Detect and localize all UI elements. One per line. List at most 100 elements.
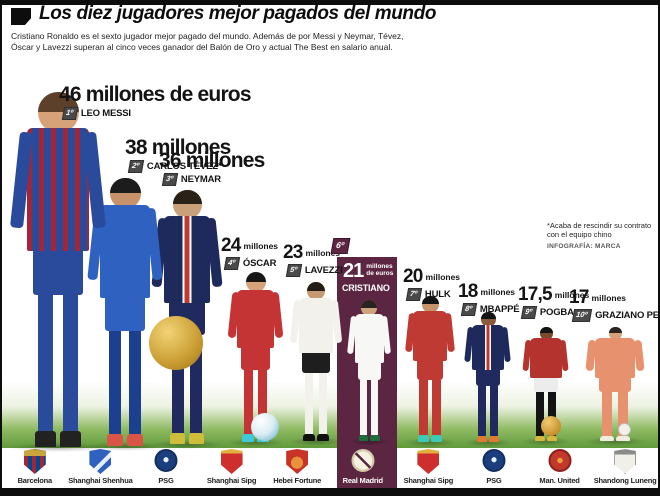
player-figure-lavezzi <box>286 282 346 446</box>
salary-number: 17 <box>569 287 589 308</box>
salary-label-graziano-pelle: 17 millones 10º GRAZIANO PELLÉ <box>569 287 658 322</box>
shadow <box>151 440 223 449</box>
leg-left <box>304 372 314 434</box>
leg-left <box>601 392 613 436</box>
shorts <box>475 370 501 387</box>
hair <box>245 272 266 282</box>
salary-number: 38 <box>125 136 148 159</box>
shadow <box>227 438 284 447</box>
club-cell-real-madrid: Real Madrid <box>330 447 396 488</box>
shorts <box>416 361 444 380</box>
club-logo-psg-icon <box>154 449 178 472</box>
boot-right <box>370 434 380 441</box>
rank-badge-cristiano: 6º <box>330 238 351 254</box>
leg-right <box>128 331 142 434</box>
shadow <box>583 437 647 446</box>
football-icon <box>541 416 561 436</box>
shadow <box>346 437 392 446</box>
shadow <box>9 443 107 452</box>
boot-right <box>60 431 81 447</box>
footnote-line-1: *Acaba de rescindir su contrato <box>547 221 652 230</box>
club-name-psg: PSG <box>486 476 502 485</box>
leg-right <box>490 386 499 437</box>
salary-unit: millones de euros <box>85 83 252 106</box>
club-cell-shanghai-shenhua: Shanghai Shenhua <box>68 447 134 488</box>
boot-right <box>547 435 558 441</box>
salary-number: 20 <box>403 266 423 287</box>
shadow <box>521 437 571 446</box>
club-logo-man-united-icon <box>548 449 572 472</box>
club-logo-hebei-fortune-icon <box>286 449 309 474</box>
salary-number: 36 <box>159 149 182 172</box>
boot-right <box>489 436 500 442</box>
player-name-neymar: NEYMAR <box>180 174 221 185</box>
jersey <box>472 325 504 371</box>
club-cell-hebei-fortune: Hebei Fortune <box>264 447 330 488</box>
club-logo-shanghai-sipg-icon <box>220 449 243 474</box>
boot-left <box>170 432 186 444</box>
jersey <box>594 338 636 378</box>
hair <box>37 92 79 112</box>
salary-unit: millones <box>305 248 341 258</box>
salary-amount: 24 millones <box>221 236 278 256</box>
golden-ball-icon <box>149 316 203 370</box>
salary-amount: 17,5 millones <box>518 285 589 305</box>
salary-label-pogba: 17,5 millones 9º POGBA <box>518 285 589 319</box>
hair <box>421 296 439 305</box>
player-figure-carlos-tevez <box>82 178 168 451</box>
shadow <box>289 437 343 446</box>
salary-number: 17,5 <box>518 284 553 305</box>
shorts <box>598 377 632 393</box>
club-cell-man-united: Man. United <box>527 447 593 488</box>
rank-badge-lavezzi: 5º <box>285 264 303 277</box>
player-name-row: 2º CARLOS TÉVEZ* <box>127 160 231 173</box>
football-icon <box>618 423 631 436</box>
salary-amount-cristiano: 21 millones de euros <box>337 257 397 281</box>
club-name-hebei-fortune: Hebei Fortune <box>273 476 322 485</box>
club-logo-barcelona-icon <box>23 449 46 474</box>
leg-left <box>359 380 367 435</box>
club-name-shandong-luneng: Shandong Luneng <box>593 476 657 485</box>
leg-left <box>419 379 428 436</box>
boot-left <box>600 435 614 441</box>
boot-left <box>35 431 56 447</box>
shorts <box>302 352 330 373</box>
shadow <box>403 438 457 447</box>
player-name-pogba: POGBA <box>539 307 574 318</box>
jersey <box>413 310 447 362</box>
player-figure-mbappe <box>461 312 515 447</box>
intro-text: Cristiano Ronaldo es el sexto jugador me… <box>11 31 403 52</box>
club-logo-real-madrid-icon <box>351 449 375 472</box>
salary-unit: millones <box>151 136 232 159</box>
club-logo-psg-icon <box>482 449 506 472</box>
salary-number: 23 <box>283 242 303 263</box>
club-logo-shandong-luneng-icon <box>614 449 637 474</box>
salary-amount: 46 millones de euros <box>59 83 252 106</box>
player-name-row: 9º POGBA <box>520 306 589 319</box>
intro-line-1: Cristiano Ronaldo es el sexto jugador me… <box>11 31 404 41</box>
player-figure-hulk <box>401 296 459 447</box>
player-name-row: 1º LEO MESSI <box>61 107 251 120</box>
player-name-row: 4º ÓSCAR <box>223 257 278 270</box>
salary-unit: millones <box>425 272 461 282</box>
leg-right <box>371 380 379 435</box>
club-name-real-madrid: Real Madrid <box>342 476 384 485</box>
boot-right <box>616 435 630 441</box>
player-name-row: 3º NEYMAR <box>161 173 265 186</box>
shorts <box>357 362 381 381</box>
player-figure-leo-messi <box>4 92 112 452</box>
shorts <box>105 297 145 332</box>
boot-left <box>358 434 368 441</box>
club-name-shanghai-sipg: Shanghai Sipg <box>403 476 454 485</box>
player-name-row: 10º GRAZIANO PELLÉ <box>571 309 658 322</box>
player-name-hulk: HULK <box>424 289 451 300</box>
boot-right <box>126 433 144 446</box>
leg-right <box>617 392 629 436</box>
salary-unit: millones <box>554 290 590 300</box>
bottom-frame-bar <box>2 488 658 496</box>
club-cell-psg: PSG <box>133 447 199 488</box>
salary-number: 18 <box>458 281 478 302</box>
boot-left <box>417 435 429 442</box>
marca-bullet-icon <box>11 8 31 25</box>
boot-left <box>534 435 545 441</box>
